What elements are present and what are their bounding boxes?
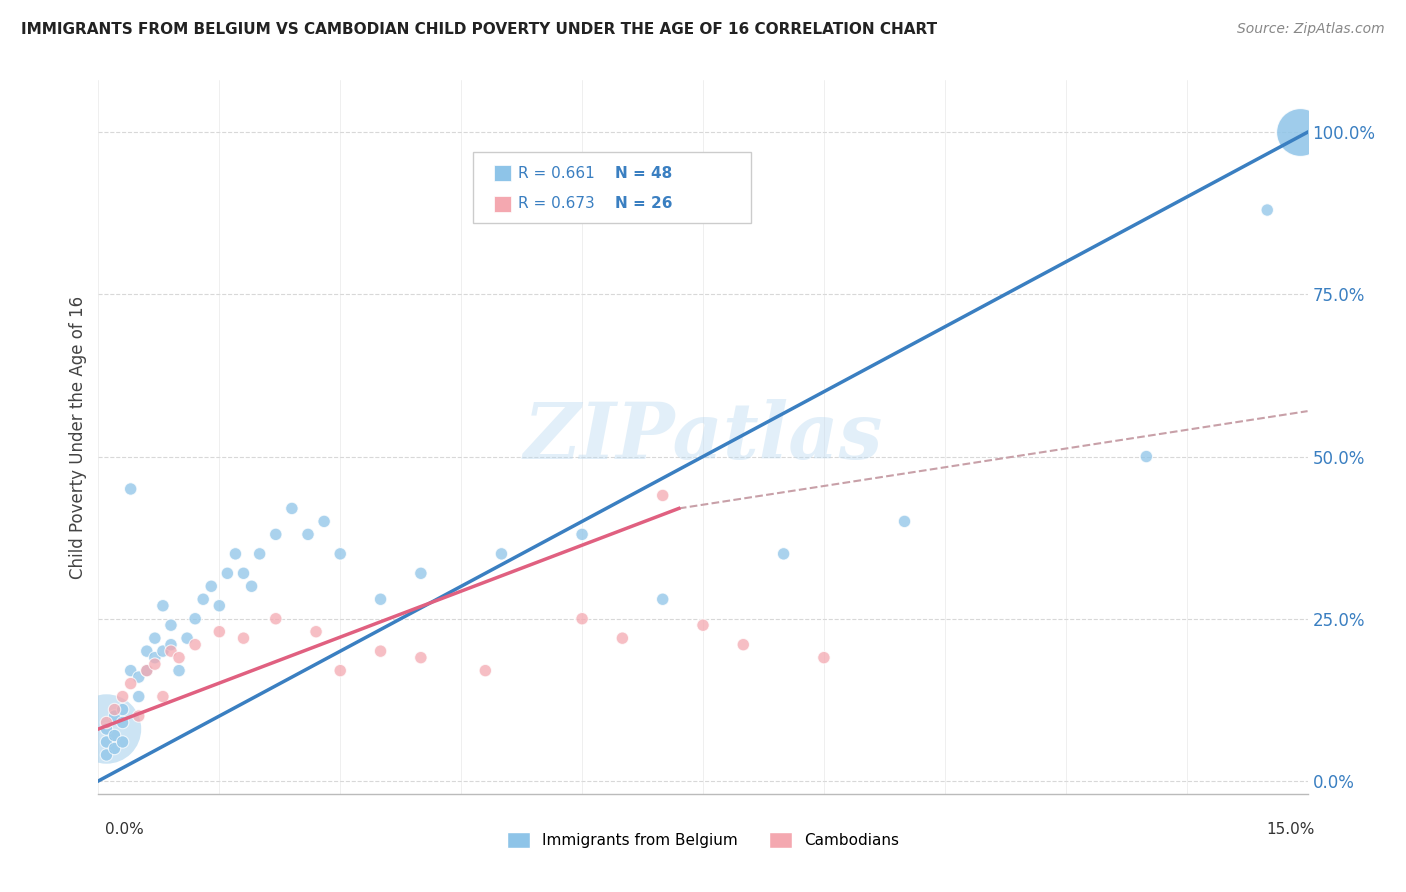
- Point: [152, 644, 174, 658]
- Text: Source: ZipAtlas.com: Source: ZipAtlas.com: [1237, 22, 1385, 37]
- Point: [249, 547, 271, 561]
- Point: [240, 579, 263, 593]
- Point: [281, 501, 304, 516]
- Point: [193, 592, 215, 607]
- Point: [491, 547, 513, 561]
- Point: [612, 631, 634, 645]
- Point: [103, 729, 125, 743]
- Point: [111, 702, 134, 716]
- Point: [409, 650, 432, 665]
- Point: [135, 664, 157, 678]
- Text: R = 0.661: R = 0.661: [519, 166, 595, 180]
- Point: [571, 527, 593, 541]
- Point: [103, 709, 125, 723]
- Point: [264, 612, 287, 626]
- Point: [217, 566, 239, 581]
- Point: [305, 624, 328, 639]
- Point: [571, 612, 593, 626]
- Point: [96, 722, 118, 736]
- Text: 15.0%: 15.0%: [1267, 822, 1315, 837]
- Point: [208, 624, 231, 639]
- Point: [232, 566, 254, 581]
- Point: [96, 715, 118, 730]
- Point: [120, 676, 142, 690]
- Point: [184, 612, 207, 626]
- Point: [651, 488, 673, 502]
- Point: [651, 592, 673, 607]
- Point: [96, 735, 118, 749]
- Point: [120, 664, 142, 678]
- Point: [143, 650, 166, 665]
- Point: [111, 715, 134, 730]
- Point: [232, 631, 254, 645]
- Point: [143, 657, 166, 672]
- Point: [1135, 450, 1157, 464]
- FancyBboxPatch shape: [474, 152, 751, 223]
- Point: [1256, 202, 1278, 217]
- Point: [103, 702, 125, 716]
- Text: 0.0%: 0.0%: [105, 822, 145, 837]
- Legend: Immigrants from Belgium, Cambodians: Immigrants from Belgium, Cambodians: [501, 826, 905, 854]
- Point: [128, 709, 150, 723]
- Point: [314, 515, 336, 529]
- Point: [111, 690, 134, 704]
- Point: [160, 618, 183, 632]
- Point: [329, 547, 352, 561]
- Point: [120, 482, 142, 496]
- Point: [370, 644, 392, 658]
- Point: [370, 592, 392, 607]
- Point: [264, 527, 287, 541]
- Text: N = 48: N = 48: [616, 166, 672, 180]
- Point: [160, 644, 183, 658]
- Bar: [494, 196, 512, 211]
- Point: [329, 664, 352, 678]
- Point: [167, 664, 190, 678]
- Point: [135, 644, 157, 658]
- Point: [167, 650, 190, 665]
- Point: [128, 670, 150, 684]
- Point: [409, 566, 432, 581]
- Text: IMMIGRANTS FROM BELGIUM VS CAMBODIAN CHILD POVERTY UNDER THE AGE OF 16 CORRELATI: IMMIGRANTS FROM BELGIUM VS CAMBODIAN CHI…: [21, 22, 938, 37]
- Point: [96, 722, 118, 736]
- Point: [813, 650, 835, 665]
- Point: [111, 735, 134, 749]
- Bar: [494, 165, 512, 181]
- Point: [200, 579, 222, 593]
- Point: [297, 527, 319, 541]
- Point: [184, 638, 207, 652]
- Point: [143, 631, 166, 645]
- Y-axis label: Child Poverty Under the Age of 16: Child Poverty Under the Age of 16: [69, 295, 87, 579]
- Point: [176, 631, 198, 645]
- Text: ZIPatlas: ZIPatlas: [523, 399, 883, 475]
- Point: [152, 599, 174, 613]
- Point: [135, 664, 157, 678]
- Text: N = 26: N = 26: [616, 196, 672, 211]
- Point: [772, 547, 794, 561]
- Point: [224, 547, 246, 561]
- Text: R = 0.673: R = 0.673: [519, 196, 595, 211]
- Point: [1288, 125, 1310, 139]
- Point: [474, 664, 496, 678]
- Point: [128, 690, 150, 704]
- Point: [208, 599, 231, 613]
- Point: [96, 747, 118, 762]
- Point: [103, 741, 125, 756]
- Point: [893, 515, 915, 529]
- Point: [152, 690, 174, 704]
- Point: [160, 638, 183, 652]
- Point: [692, 618, 714, 632]
- Point: [733, 638, 755, 652]
